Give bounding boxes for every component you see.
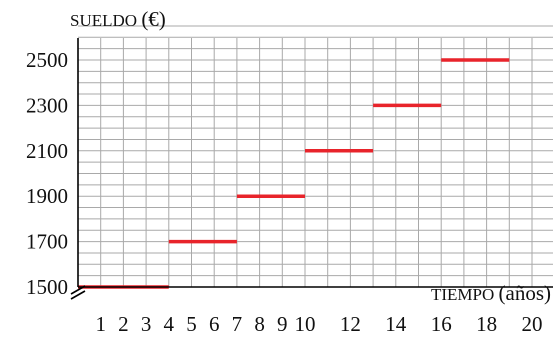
axis-label-unit: (años) bbox=[499, 281, 551, 305]
axis-break-mark bbox=[70, 290, 86, 300]
y-tick-label: 2100 bbox=[26, 139, 68, 163]
y-tick-label: 1700 bbox=[26, 230, 68, 254]
x-axis-label: TIEMPO (años) bbox=[431, 281, 551, 305]
axis-label-word: TIEMPO bbox=[431, 285, 499, 304]
x-tick-label: 20 bbox=[522, 312, 543, 336]
x-tick-label: 16 bbox=[431, 312, 452, 336]
x-tick-label: 6 bbox=[209, 312, 220, 336]
y-axis-label: SUELDO (€) bbox=[70, 7, 166, 31]
x-tick-label: 12 bbox=[340, 312, 361, 336]
x-tick-label: 8 bbox=[254, 312, 265, 336]
x-tick-label: 7 bbox=[232, 312, 243, 336]
x-tick-label: 4 bbox=[164, 312, 175, 336]
x-tick-label: 14 bbox=[385, 312, 407, 336]
x-tick-label: 2 bbox=[118, 312, 129, 336]
axis-label-word: SUELDO bbox=[70, 11, 141, 30]
y-tick-label: 1900 bbox=[26, 184, 68, 208]
x-tick-label: 10 bbox=[295, 312, 316, 336]
x-tick-label: 18 bbox=[476, 312, 497, 336]
x-tick-label: 5 bbox=[186, 312, 197, 336]
y-tick-label: 2500 bbox=[26, 48, 68, 72]
x-tick-label: 3 bbox=[141, 312, 152, 336]
grid bbox=[77, 25, 553, 288]
x-tick-label: 9 bbox=[277, 312, 288, 336]
axis-break-mark bbox=[70, 285, 86, 295]
y-tick-label: 1500 bbox=[26, 275, 68, 299]
y-tick-label: 2300 bbox=[26, 93, 68, 117]
axes bbox=[70, 38, 553, 300]
x-tick-label: 1 bbox=[95, 312, 106, 336]
axis-label-unit: (€) bbox=[141, 7, 166, 31]
